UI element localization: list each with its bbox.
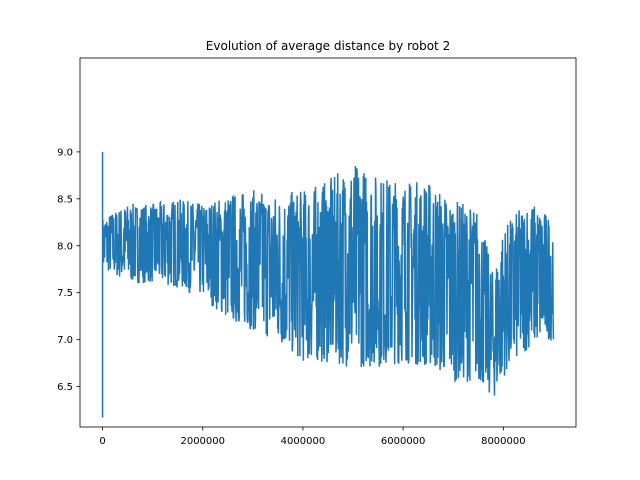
y-tick-label: 7.0 [57, 335, 73, 346]
x-tick-label: 0 [99, 436, 105, 447]
x-tick-label: 6000000 [381, 436, 426, 447]
series-layer [101, 151, 555, 418]
chart-title: Evolution of average distance by robot 2 [206, 39, 450, 53]
x-axis: 0 2000000 4000000 6000000 8000000 [99, 427, 526, 447]
y-axis: 6.5 7.0 7.5 8.0 8.5 9.0 [57, 147, 80, 393]
x-tick-label: 8000000 [481, 436, 526, 447]
y-tick-label: 6.5 [57, 382, 73, 393]
y-tick-label: 8.0 [57, 241, 73, 252]
y-tick-label: 8.5 [57, 194, 73, 205]
y-tick-label: 9.0 [57, 147, 73, 158]
y-tick-label: 7.5 [57, 288, 73, 299]
x-tick-label: 4000000 [281, 436, 326, 447]
x-tick-label: 2000000 [180, 436, 225, 447]
plot-frame [79, 57, 577, 428]
series-line-robot-2 [101, 151, 555, 418]
